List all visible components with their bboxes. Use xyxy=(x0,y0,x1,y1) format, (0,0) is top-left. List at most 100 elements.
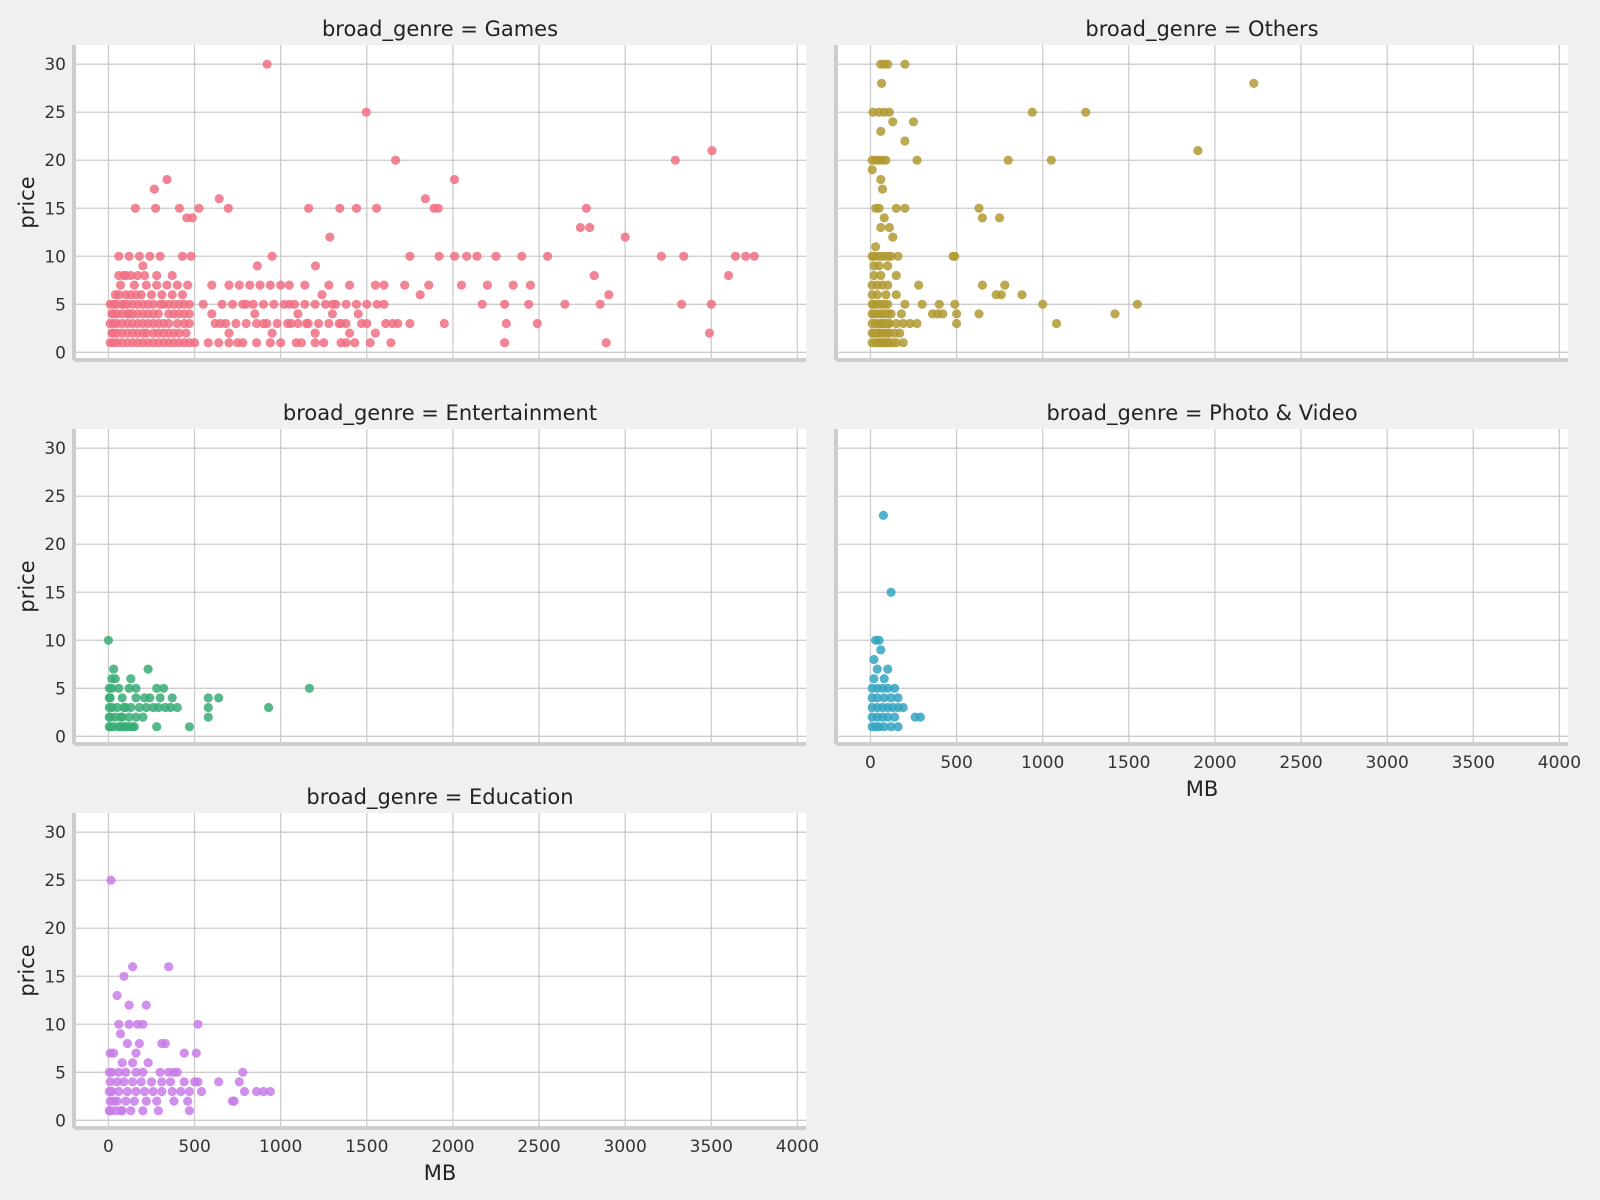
panel-title: broad_genre = Education xyxy=(306,785,573,810)
data-point xyxy=(184,299,194,309)
data-point xyxy=(525,280,536,290)
data-point xyxy=(114,1067,124,1077)
data-point xyxy=(146,290,157,300)
data-point xyxy=(183,280,193,290)
data-point xyxy=(104,1067,114,1077)
data-point xyxy=(386,338,396,348)
data-point xyxy=(169,1096,179,1106)
data-point xyxy=(560,299,570,309)
data-point xyxy=(104,1106,114,1116)
data-point xyxy=(888,232,898,242)
data-point xyxy=(914,280,924,290)
data-point xyxy=(915,712,926,722)
data-point xyxy=(341,299,351,309)
data-point xyxy=(258,1086,269,1097)
data-point xyxy=(124,1019,134,1029)
data-point xyxy=(883,261,893,271)
data-point xyxy=(353,309,363,319)
data-point xyxy=(152,1096,162,1106)
data-point xyxy=(148,299,158,309)
data-point xyxy=(950,251,960,261)
data-point xyxy=(112,702,122,713)
data-point xyxy=(895,328,905,338)
data-point xyxy=(881,155,891,165)
data-point xyxy=(105,318,115,329)
data-point xyxy=(310,338,320,348)
data-point xyxy=(595,299,605,309)
data-point xyxy=(177,251,188,261)
data-point xyxy=(114,1086,124,1097)
data-point xyxy=(121,722,131,732)
y-tick-label: 5 xyxy=(55,679,66,699)
data-point xyxy=(214,1077,224,1087)
data-point xyxy=(500,299,510,309)
data-point xyxy=(883,664,893,674)
data-point xyxy=(350,338,360,348)
data-point xyxy=(995,213,1005,223)
data-point xyxy=(104,722,114,732)
data-point xyxy=(107,309,117,319)
data-point xyxy=(164,318,174,329)
y-tick-label: 0 xyxy=(55,1111,66,1131)
data-point xyxy=(160,1038,170,1049)
data-point xyxy=(883,338,893,348)
data-point xyxy=(272,318,282,329)
data-point xyxy=(145,693,155,703)
data-point xyxy=(876,222,886,233)
data-point xyxy=(372,203,382,213)
data-point xyxy=(370,280,380,290)
data-point xyxy=(115,712,126,722)
data-point xyxy=(300,280,310,290)
y-tick-label: 5 xyxy=(55,1063,66,1083)
data-point xyxy=(601,338,611,348)
x-tick-label: 500 xyxy=(178,1137,210,1157)
data-point xyxy=(182,213,192,223)
data-point xyxy=(112,990,122,1001)
data-point xyxy=(128,1058,138,1068)
y-tick-label: 5 xyxy=(55,295,66,315)
data-point xyxy=(105,1077,115,1087)
data-point xyxy=(310,328,320,338)
data-point xyxy=(500,338,510,348)
data-point xyxy=(131,1048,141,1058)
data-point xyxy=(110,674,120,684)
data-point xyxy=(304,203,314,213)
data-point xyxy=(157,1077,167,1087)
x-tick-label: 3000 xyxy=(1366,753,1409,773)
data-point xyxy=(872,299,882,309)
data-point xyxy=(365,338,375,348)
data-point xyxy=(524,299,534,309)
data-point xyxy=(477,299,487,309)
data-point xyxy=(677,299,687,309)
data-point xyxy=(138,261,148,271)
data-point xyxy=(126,674,136,684)
data-point xyxy=(115,280,126,290)
y-tick-label: 10 xyxy=(44,631,66,651)
x-tick-label: 0 xyxy=(865,753,876,773)
panel-photo-video: broad_genre = Photo & Video 0 500 1000 1500 2… xyxy=(834,401,1581,801)
data-point xyxy=(184,338,194,348)
data-point xyxy=(884,222,895,233)
data-point xyxy=(877,78,887,88)
data-point xyxy=(893,722,903,732)
data-point xyxy=(872,309,882,319)
data-point xyxy=(109,1096,119,1106)
panel-title: broad_genre = Entertainment xyxy=(283,401,597,426)
data-point xyxy=(128,1077,138,1087)
x-tick-label: 1500 xyxy=(1107,753,1150,773)
data-point xyxy=(128,318,138,329)
data-point xyxy=(193,1077,203,1087)
data-point xyxy=(604,290,614,300)
data-point xyxy=(886,693,896,703)
data-point xyxy=(155,1067,165,1077)
data-point xyxy=(141,280,151,290)
data-point xyxy=(351,299,362,309)
data-point xyxy=(891,290,901,300)
data-point xyxy=(121,702,131,713)
x-axis-label: MB xyxy=(1186,777,1219,801)
data-point xyxy=(267,328,277,338)
data-point xyxy=(898,318,908,329)
data-point xyxy=(362,318,372,329)
y-tick-label: 10 xyxy=(44,247,66,267)
data-point xyxy=(372,299,382,309)
